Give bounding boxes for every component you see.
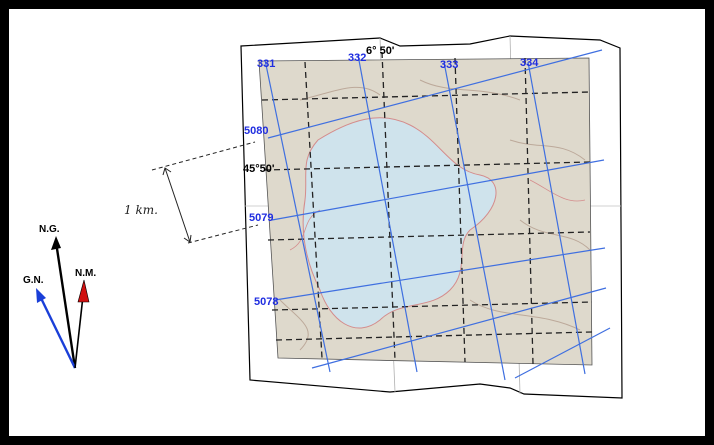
grid-north-arrowhead bbox=[36, 288, 46, 303]
easting-line-334 bbox=[527, 61, 586, 375]
easting-label-333: 333 bbox=[440, 59, 458, 71]
topographic-map bbox=[259, 58, 592, 365]
northing-line-extra bbox=[311, 287, 607, 369]
true-north-label: N.G. bbox=[39, 224, 60, 235]
easting-line-333 bbox=[443, 61, 506, 381]
northing-line-extra bbox=[514, 327, 611, 379]
scale-label: 1 km. bbox=[124, 203, 158, 217]
northing-label-5080: 5080 bbox=[244, 125, 268, 137]
magnetic-north-arrowhead bbox=[77, 279, 90, 303]
graticule bbox=[261, 51, 593, 365]
northing-line-5078 bbox=[274, 247, 606, 301]
northing-label-5078: 5078 bbox=[254, 296, 278, 308]
northing-line-5080 bbox=[267, 49, 603, 139]
longitude-label: 6° 50' bbox=[366, 45, 395, 57]
north-arrows bbox=[36, 236, 90, 369]
grid-north-arrow bbox=[37, 293, 77, 369]
magnetic-north-label: N.M. bbox=[75, 268, 96, 279]
easting-label-334: 334 bbox=[520, 57, 539, 69]
true-north-arrow bbox=[54, 241, 77, 369]
latitude-label: 45°50' bbox=[243, 163, 275, 175]
scale-indicator bbox=[151, 141, 259, 244]
map-border bbox=[258, 57, 593, 366]
northing-label-5079: 5079 bbox=[249, 212, 273, 224]
northing-line-5079 bbox=[271, 159, 605, 221]
grid-north-label: G.N. bbox=[23, 275, 44, 286]
easting-label-331: 331 bbox=[257, 58, 275, 70]
easting-line-332 bbox=[357, 54, 418, 373]
easting-label-332: 332 bbox=[348, 52, 366, 64]
utm-grid bbox=[264, 49, 611, 381]
true-north-arrowhead bbox=[51, 236, 61, 250]
